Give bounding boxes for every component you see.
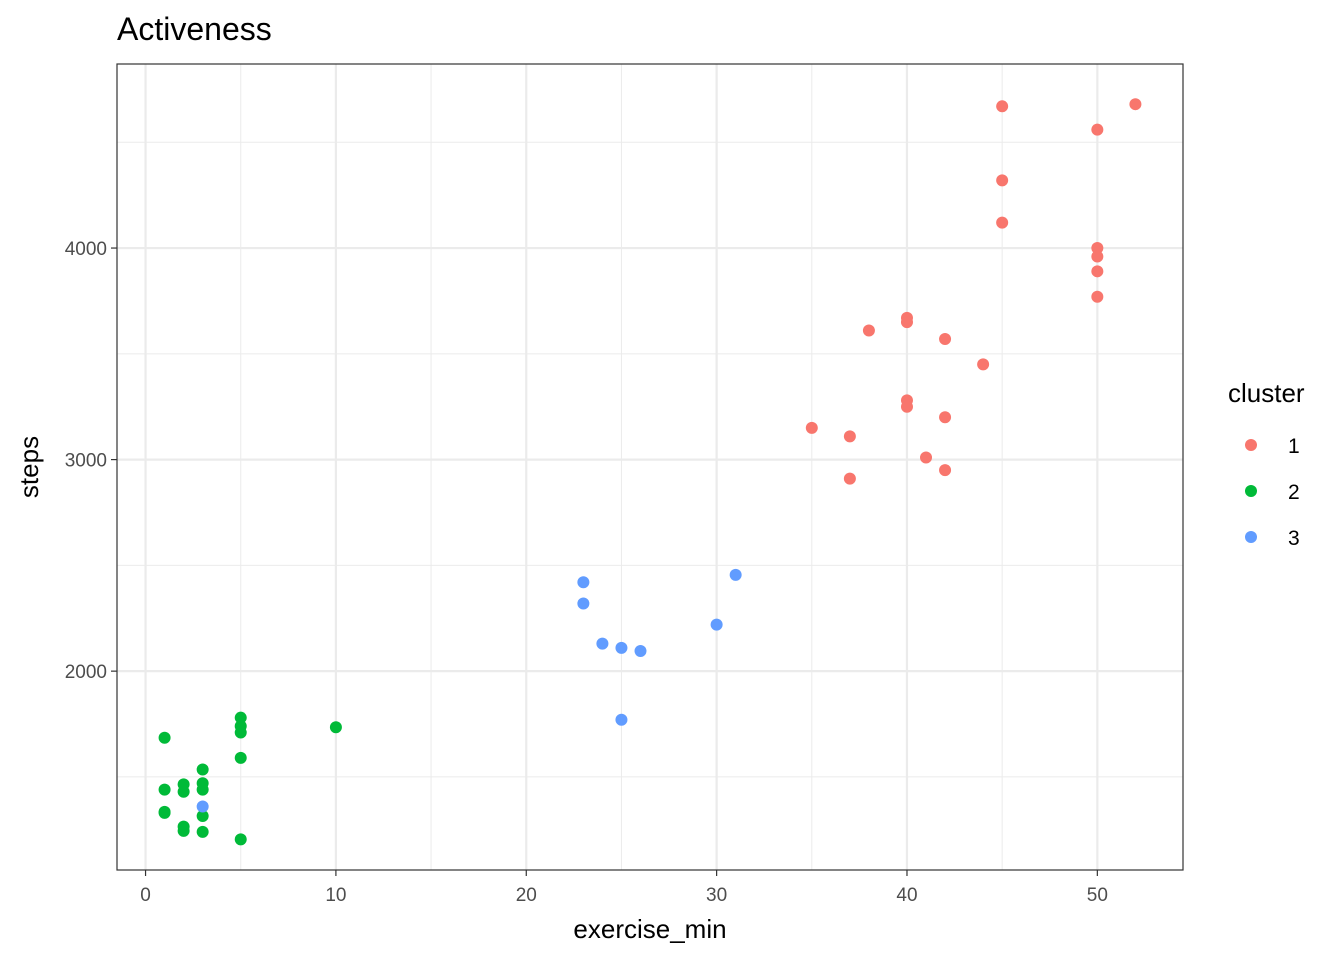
- data-point-cluster-2: [196, 810, 209, 823]
- x-tick-label: 20: [516, 885, 537, 906]
- data-point-cluster-2: [158, 806, 171, 819]
- data-point-cluster-1: [1091, 242, 1104, 255]
- chart-title: Activeness: [117, 11, 272, 47]
- data-point-cluster-1: [1091, 250, 1104, 263]
- x-axis-ticks: 0 10 20 30 40 50: [140, 870, 1108, 906]
- legend-key-3: [1245, 531, 1257, 543]
- data-point-cluster-2: [234, 833, 247, 846]
- plot-panel-border: [116, 63, 1184, 871]
- data-point-cluster-3: [615, 713, 628, 726]
- data-point-cluster-1: [900, 316, 913, 329]
- data-point-cluster-2: [196, 783, 209, 796]
- data-point-cluster-2: [234, 711, 247, 724]
- data-point-cluster-3: [710, 618, 723, 631]
- y-tick-label: 4000: [65, 239, 107, 260]
- y-axis-title: steps: [14, 436, 44, 498]
- plot-panel-background: [117, 64, 1183, 870]
- x-tick-label: 10: [325, 885, 346, 906]
- data-point-cluster-1: [1091, 123, 1104, 136]
- data-point-cluster-2: [158, 783, 171, 796]
- data-point-cluster-3: [196, 800, 209, 813]
- data-point-cluster-2: [329, 721, 342, 734]
- data-point-cluster-2: [177, 785, 190, 798]
- legend-title: cluster: [1228, 378, 1305, 408]
- data-point-cluster-3: [577, 597, 590, 610]
- data-point-cluster-1: [939, 333, 952, 346]
- major-gridlines: [117, 64, 1183, 870]
- data-point-cluster-3: [634, 645, 647, 658]
- data-point-cluster-1: [939, 411, 952, 424]
- x-tick-label: 30: [706, 885, 727, 906]
- data-point-cluster-3: [729, 568, 742, 581]
- x-tick-label: 0: [140, 885, 151, 906]
- legend: cluster 1 2 3: [1228, 378, 1305, 550]
- data-point-cluster-1: [996, 174, 1009, 187]
- data-point-cluster-3: [577, 576, 590, 589]
- data-point-cluster-1: [939, 464, 952, 477]
- minor-gridlines: [117, 64, 1183, 870]
- data-point-cluster-1: [805, 421, 818, 434]
- data-point-cluster-1: [900, 400, 913, 413]
- data-point-cluster-1: [843, 472, 856, 485]
- data-point-cluster-1: [862, 324, 875, 337]
- data-point-cluster-1: [843, 430, 856, 443]
- x-tick-label: 40: [896, 885, 917, 906]
- data-point-cluster-2: [158, 731, 171, 744]
- legend-label-1: 1: [1288, 435, 1300, 458]
- data-point-cluster-1: [1129, 98, 1142, 111]
- data-point-cluster-3: [596, 637, 609, 650]
- data-point-cluster-1: [996, 100, 1009, 113]
- y-tick-label: 2000: [65, 662, 107, 683]
- data-point-cluster-2: [234, 751, 247, 764]
- data-point-cluster-2: [234, 726, 247, 739]
- data-points: [158, 98, 1142, 846]
- data-point-cluster-2: [196, 763, 209, 776]
- y-tick-label: 3000: [65, 451, 107, 472]
- legend-label-2: 2: [1288, 481, 1300, 504]
- data-point-cluster-1: [977, 358, 990, 371]
- legend-label-3: 3: [1288, 527, 1300, 550]
- data-point-cluster-2: [196, 825, 209, 838]
- y-axis-ticks: 2000 3000 4000: [65, 239, 117, 683]
- data-point-cluster-1: [920, 451, 933, 464]
- data-point-cluster-3: [615, 641, 628, 654]
- data-point-cluster-1: [1091, 265, 1104, 278]
- data-point-cluster-2: [177, 824, 190, 837]
- data-point-cluster-1: [996, 216, 1009, 229]
- legend-key-1: [1245, 439, 1257, 451]
- legend-key-2: [1245, 485, 1257, 497]
- x-axis-title: exercise_min: [573, 914, 726, 944]
- data-point-cluster-1: [1091, 290, 1104, 303]
- x-tick-label: 50: [1087, 885, 1108, 906]
